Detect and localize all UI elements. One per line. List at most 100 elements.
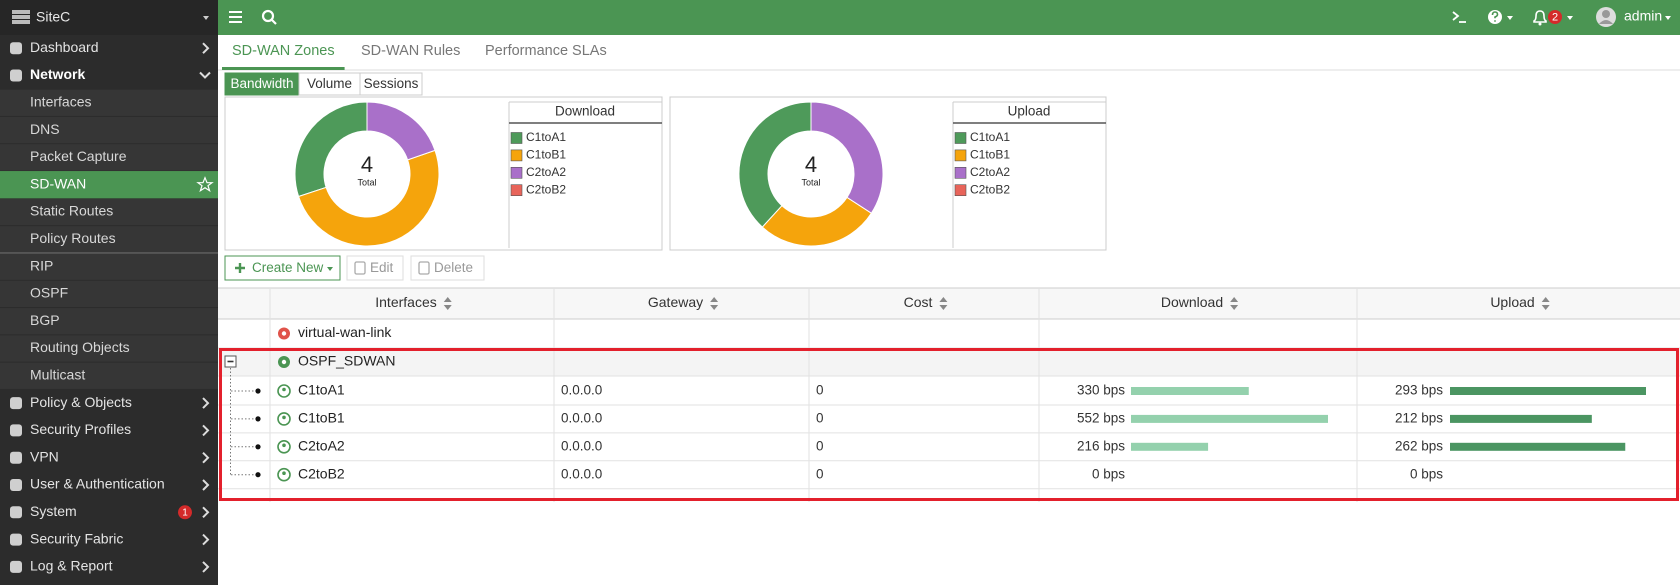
- user-avatar[interactable]: [1596, 7, 1671, 27]
- chevron: [202, 424, 210, 437]
- chevron: [202, 479, 210, 491]
- search-icon[interactable]: [261, 9, 277, 25]
- legend-swatch: [954, 184, 967, 196]
- menu-item[interactable]: Security Fabric: [30, 530, 123, 546]
- menu-item[interactable]: VPN: [30, 448, 59, 464]
- chart-panel: [224, 96, 663, 251]
- submenu-item[interactable]: OSPF: [30, 285, 68, 301]
- submenu-item[interactable]: Multicast: [30, 367, 85, 383]
- donut-total: 4: [361, 152, 373, 177]
- gateway: 0.0.0.0: [561, 438, 602, 453]
- menu-item[interactable]: Dashboard: [30, 39, 99, 55]
- username[interactable]: admin: [1624, 8, 1662, 24]
- submenu-item[interactable]: BGP: [30, 312, 60, 328]
- gateway: 0.0.0.0: [561, 383, 602, 398]
- gateway: 0.0.0.0: [561, 466, 602, 481]
- gateway: 0.0.0.0: [561, 410, 602, 425]
- legend-title: Download: [555, 104, 615, 119]
- submenu-item[interactable]: Policy Routes: [30, 230, 116, 246]
- cost: 0: [816, 466, 824, 481]
- upload-bar: [1450, 442, 1626, 451]
- chevron: [202, 533, 210, 546]
- interface-name: C1toA1: [298, 382, 345, 398]
- sort-icon[interactable]: [1230, 297, 1239, 310]
- alert-count: 2: [1552, 11, 1558, 23]
- chevron: [202, 451, 210, 464]
- legend-label: C2toA2: [526, 165, 566, 179]
- tab[interactable]: Performance SLAs: [485, 43, 607, 59]
- download-label: 552 bps: [1077, 410, 1125, 425]
- submenu-item[interactable]: Interfaces: [30, 94, 91, 110]
- sort-icon[interactable]: [939, 297, 948, 310]
- cost: 0: [816, 383, 824, 398]
- download-label: 0 bps: [1092, 466, 1125, 481]
- tab-strip: [218, 35, 1680, 70]
- cli-icon[interactable]: [1452, 11, 1466, 23]
- upload-bar: [1450, 414, 1592, 423]
- view-button-label: Volume: [307, 76, 352, 91]
- group-row-bg: [218, 348, 1680, 376]
- menu-toggle[interactable]: [229, 11, 242, 23]
- download-bar: [1131, 442, 1209, 451]
- tree-node: [255, 388, 261, 394]
- favorite-star[interactable]: [196, 176, 214, 193]
- help-icon[interactable]: [1488, 10, 1513, 24]
- action-button[interactable]: [346, 255, 404, 281]
- chevron: [202, 506, 210, 519]
- submenu-bg: [0, 308, 218, 335]
- donut-total: 4: [805, 152, 817, 177]
- legend-swatch: [954, 167, 967, 179]
- sort-icon[interactable]: [1541, 297, 1550, 310]
- menu-item[interactable]: Network: [30, 66, 85, 82]
- chevron: [202, 397, 210, 409]
- zone-icon-dot: [281, 331, 287, 336]
- view-button-label: Bandwidth: [230, 76, 293, 91]
- sort-icon[interactable]: [710, 297, 719, 310]
- legend-title: Upload: [1008, 104, 1051, 119]
- column-header[interactable]: Upload: [1490, 294, 1534, 310]
- menu-item[interactable]: Log & Report: [30, 558, 113, 574]
- submenu-item[interactable]: RIP: [30, 257, 53, 273]
- member-icon: [277, 439, 291, 454]
- tree-node: [255, 444, 261, 450]
- legend-label: C1toB1: [970, 148, 1010, 162]
- tree-node: [255, 472, 261, 478]
- tab[interactable]: SD-WAN Rules: [361, 43, 460, 59]
- submenu-bg: [0, 144, 218, 171]
- column-header[interactable]: Interfaces: [375, 294, 436, 310]
- donut-slice: [738, 101, 812, 228]
- sort-icon[interactable]: [443, 297, 452, 310]
- device-caret[interactable]: [203, 16, 209, 20]
- submenu-item[interactable]: SD-WAN: [30, 175, 86, 191]
- submenu-item[interactable]: Packet Capture: [30, 148, 127, 164]
- submenu-item[interactable]: DNS: [30, 121, 60, 137]
- zone-name: virtual-wan-link: [298, 324, 392, 340]
- menu-icon: [10, 69, 22, 82]
- donut-slice: [297, 149, 440, 247]
- view-button[interactable]: [359, 72, 423, 96]
- action-button[interactable]: [410, 255, 485, 281]
- column-header[interactable]: Gateway: [648, 294, 703, 310]
- tab[interactable]: SD-WAN Zones: [232, 43, 335, 59]
- column-header[interactable]: Download: [1161, 294, 1223, 310]
- submenu-bg: [0, 280, 218, 308]
- submenu-item[interactable]: Static Routes: [30, 203, 113, 219]
- menu-item[interactable]: Policy & Objects: [30, 394, 132, 410]
- menu-item[interactable]: Security Profiles: [30, 421, 131, 437]
- interface-name: C1toB1: [298, 410, 345, 426]
- member-icon-head: [282, 471, 286, 476]
- menu-icon: [10, 479, 22, 491]
- table-header: [218, 288, 1680, 319]
- member-icon: [277, 412, 291, 426]
- member-icon: [277, 467, 291, 482]
- plus-icon: [235, 263, 245, 273]
- legend-swatch: [954, 149, 967, 162]
- submenu-item[interactable]: Routing Objects: [30, 339, 130, 355]
- action-label: Delete: [434, 260, 473, 275]
- download-bar: [1131, 387, 1249, 395]
- column-header[interactable]: Cost: [904, 294, 933, 310]
- menu-item[interactable]: User & Authentication: [30, 476, 165, 492]
- menu-item[interactable]: System: [30, 503, 77, 519]
- alerts-icon[interactable]: [1533, 10, 1573, 26]
